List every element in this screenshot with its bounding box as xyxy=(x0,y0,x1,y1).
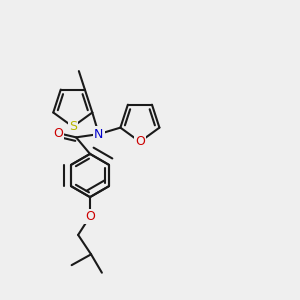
Text: N: N xyxy=(94,128,104,141)
Text: O: O xyxy=(135,135,145,148)
Text: S: S xyxy=(69,120,77,133)
Text: O: O xyxy=(85,210,95,223)
Text: O: O xyxy=(53,127,63,140)
